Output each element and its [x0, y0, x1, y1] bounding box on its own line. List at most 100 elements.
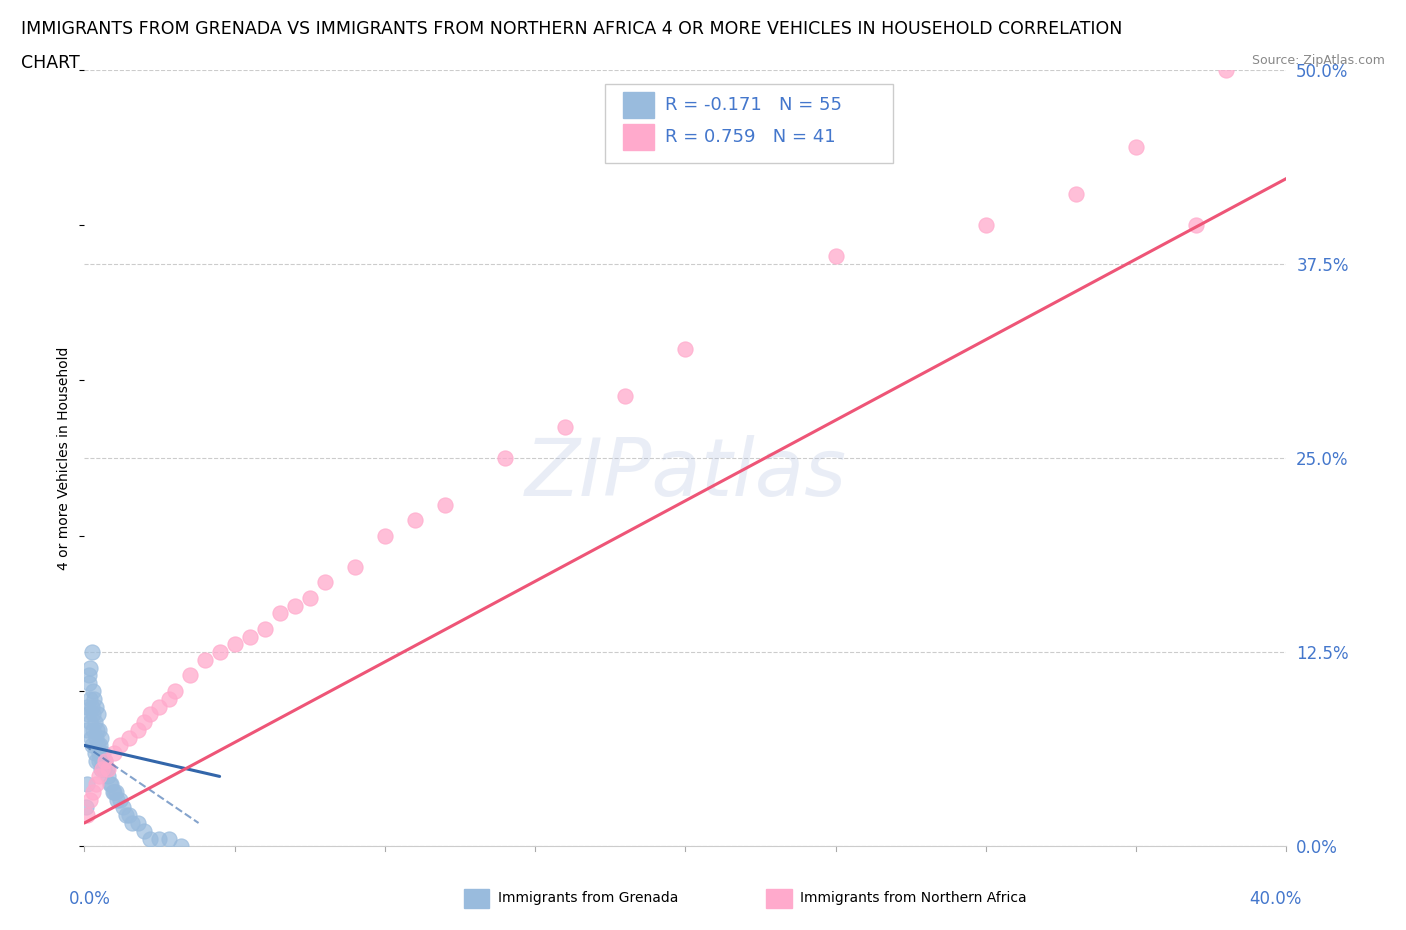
Point — [139, 707, 162, 722]
Text: Immigrants from Grenada: Immigrants from Grenada — [498, 891, 678, 906]
Point — [103, 785, 125, 800]
Point — [89, 753, 111, 768]
Point — [87, 707, 110, 722]
Point — [93, 761, 115, 776]
Text: R = 0.759   N = 41: R = 0.759 N = 41 — [665, 127, 835, 146]
Point — [103, 746, 125, 761]
Point — [494, 451, 516, 466]
Point — [107, 792, 129, 807]
Point — [80, 699, 103, 714]
Point — [83, 746, 105, 761]
Point — [104, 785, 127, 800]
Point — [97, 761, 120, 776]
Point — [1215, 62, 1237, 77]
Point — [101, 785, 124, 800]
Point — [82, 707, 104, 722]
Point — [89, 723, 111, 737]
Point — [94, 753, 117, 768]
Point — [179, 668, 201, 683]
Point — [90, 730, 112, 745]
Point — [110, 737, 132, 752]
Point — [675, 342, 697, 357]
Point — [76, 808, 98, 823]
Point — [134, 823, 156, 838]
Point — [89, 737, 111, 752]
Point — [87, 737, 110, 752]
Point — [157, 691, 180, 706]
Text: CHART: CHART — [21, 54, 80, 72]
Point — [83, 691, 105, 706]
Point — [169, 839, 191, 854]
Point — [79, 691, 101, 706]
Point — [96, 761, 118, 776]
Point — [80, 737, 103, 752]
Point — [82, 785, 104, 800]
Text: 40.0%: 40.0% — [1249, 890, 1302, 908]
Point — [82, 684, 104, 698]
Point — [76, 723, 98, 737]
Point — [194, 653, 217, 668]
Point — [148, 831, 170, 846]
Point — [91, 746, 114, 761]
Point — [208, 644, 231, 659]
Point — [1185, 218, 1208, 232]
Point — [614, 389, 637, 404]
Point — [157, 831, 180, 846]
Point — [148, 699, 170, 714]
Point — [1064, 187, 1087, 202]
Text: IMMIGRANTS FROM GRENADA VS IMMIGRANTS FROM NORTHERN AFRICA 4 OR MORE VEHICLES IN: IMMIGRANTS FROM GRENADA VS IMMIGRANTS FR… — [21, 20, 1122, 38]
Point — [824, 248, 846, 263]
Text: ZIPatlas: ZIPatlas — [524, 434, 846, 512]
Point — [118, 808, 141, 823]
Point — [112, 800, 135, 815]
Point — [98, 777, 121, 791]
Point — [134, 714, 156, 729]
Point — [127, 723, 149, 737]
Point — [86, 699, 108, 714]
Point — [404, 512, 426, 527]
Point — [343, 559, 366, 574]
Point — [269, 606, 291, 621]
Point — [79, 714, 101, 729]
Point — [434, 498, 457, 512]
Point — [82, 723, 104, 737]
Point — [374, 528, 396, 543]
Point — [94, 753, 117, 768]
Text: R = -0.171   N = 55: R = -0.171 N = 55 — [665, 96, 842, 114]
Point — [80, 730, 103, 745]
Text: Immigrants from Northern Africa: Immigrants from Northern Africa — [800, 891, 1026, 906]
Point — [86, 753, 108, 768]
Text: Source: ZipAtlas.com: Source: ZipAtlas.com — [1251, 54, 1385, 67]
Point — [298, 591, 321, 605]
Point — [121, 816, 143, 830]
Point — [86, 723, 108, 737]
Point — [284, 598, 307, 613]
Point — [75, 800, 97, 815]
Point — [97, 769, 120, 784]
Point — [239, 630, 262, 644]
Point — [83, 714, 105, 729]
Point — [163, 684, 186, 698]
Point — [91, 761, 114, 776]
Point — [253, 621, 276, 636]
Point — [79, 660, 101, 675]
Y-axis label: 4 or more Vehicles in Household: 4 or more Vehicles in Household — [58, 346, 72, 570]
Point — [77, 668, 100, 683]
Point — [139, 831, 162, 846]
Point — [77, 707, 100, 722]
Point — [80, 644, 103, 659]
Point — [554, 419, 576, 434]
Point — [974, 218, 997, 232]
Point — [90, 761, 112, 776]
Point — [79, 792, 101, 807]
Point — [110, 792, 132, 807]
Point — [127, 816, 149, 830]
Point — [77, 676, 100, 691]
Point — [76, 777, 98, 791]
Point — [1125, 140, 1147, 155]
Point — [314, 575, 336, 590]
Point — [91, 753, 114, 768]
Point — [115, 808, 138, 823]
Point — [100, 777, 122, 791]
Point — [76, 699, 98, 714]
